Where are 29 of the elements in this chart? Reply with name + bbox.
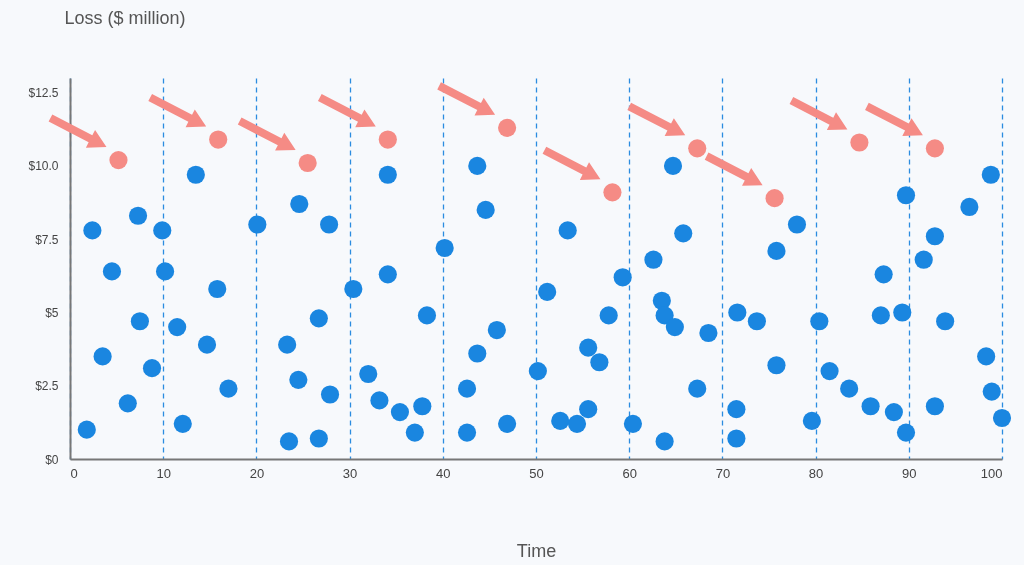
y-tick-label: $10.0 xyxy=(28,159,59,174)
y-axis-title: Loss ($ million) xyxy=(64,7,186,28)
y-tick-label: $7.5 xyxy=(35,232,59,247)
point xyxy=(209,130,228,149)
x-tick-label: 60 xyxy=(622,465,637,481)
x-tick-label: 100 xyxy=(980,465,1003,481)
point xyxy=(298,153,317,173)
x-tick-label: 70 xyxy=(715,465,731,481)
y-tick-label: $2.5 xyxy=(35,379,59,394)
x-tick-label: 90 xyxy=(902,465,917,481)
point xyxy=(109,151,128,170)
x-tick-label: 50 xyxy=(529,465,544,481)
x-tick-label: 0 xyxy=(70,465,78,481)
x-tick-label: 20 xyxy=(249,465,265,481)
x-tick-label: 40 xyxy=(436,465,451,481)
point xyxy=(765,189,784,208)
y-tick-label: $5 xyxy=(45,305,59,320)
y-tick-label: $0 xyxy=(45,452,59,467)
point xyxy=(688,139,707,158)
point xyxy=(850,133,869,152)
point xyxy=(498,118,517,137)
point xyxy=(378,130,397,149)
point xyxy=(925,139,944,158)
y-tick-label: $12.5 xyxy=(28,86,59,101)
x-tick-label: 10 xyxy=(156,465,171,481)
point xyxy=(603,183,622,202)
x-axis-title: Time xyxy=(516,540,557,561)
x-tick-label: 30 xyxy=(342,465,358,481)
x-tick-label: 80 xyxy=(808,465,824,481)
